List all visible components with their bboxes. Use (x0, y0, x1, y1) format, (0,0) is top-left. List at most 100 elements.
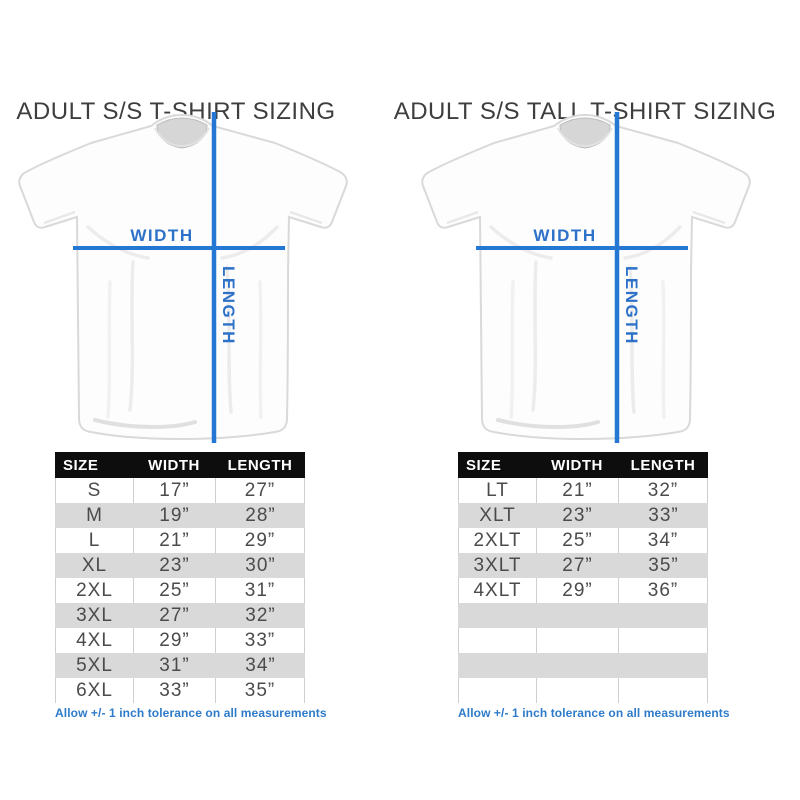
cell-size: 2XLT (458, 528, 536, 553)
cell-width: 25” (133, 578, 215, 603)
table-row: 3XL 27” 32” (55, 603, 305, 628)
cell-size (458, 678, 536, 703)
cell-length: 34” (618, 528, 708, 553)
width-label: WIDTH (130, 226, 193, 245)
tshirt-body (421, 113, 751, 441)
sleeve-seam (289, 210, 323, 225)
cell-width: 19” (159, 504, 190, 526)
table-row-empty (458, 603, 708, 628)
table-row-empty (458, 653, 708, 678)
cell-size: 4XLT (458, 578, 536, 603)
table-row: 6XL 33” 35” (55, 678, 305, 703)
tolerance-note-tall: Allow +/- 1 inch tolerance on all measur… (458, 706, 730, 720)
cell-width: 33” (133, 678, 215, 703)
cell-size: 4XL (55, 628, 133, 653)
sleeve-seam (692, 210, 726, 225)
cell-width: 29” (133, 628, 215, 653)
cell-size: L (55, 528, 133, 553)
cell-length (618, 653, 708, 678)
cell-length (618, 678, 708, 703)
cell-width (536, 678, 618, 703)
cell-length: 33” (215, 628, 305, 653)
cell-length: 33” (648, 504, 679, 526)
collar-seam (154, 127, 210, 147)
cell-size: 2XL (55, 578, 133, 603)
length-label: LENGTH (219, 266, 238, 345)
table-header-row: SIZE WIDTH LENGTH (55, 452, 305, 478)
size-table-regular: SIZE WIDTH LENGTH S 17” 27” M 19” 28” L 21” 29… (55, 452, 305, 703)
cell-width: 29” (536, 578, 618, 603)
table-row-empty (458, 678, 708, 703)
cell-length (618, 603, 708, 628)
header-size: SIZE (458, 452, 536, 478)
tshirt-body (18, 113, 348, 441)
cell-size: XLT (479, 504, 516, 526)
cell-length: 36” (618, 578, 708, 603)
cell-size: 5XL (76, 654, 113, 676)
cell-length: 29” (215, 528, 305, 553)
size-table-tall: SIZE WIDTH LENGTH LT 21” 32” XLT 23” 33” 2XL… (458, 452, 708, 703)
cell-length: 32” (245, 604, 276, 626)
tshirt-diagram-regular: WIDTH LENGTH (15, 112, 375, 446)
cell-size: 3XLT (473, 554, 522, 576)
tshirt-graphic: WIDTH LENGTH (18, 112, 348, 443)
cell-length: 28” (245, 504, 276, 526)
cell-size (458, 653, 536, 678)
cell-length: 30” (245, 554, 276, 576)
cell-length: 31” (215, 578, 305, 603)
header-length: LENGTH (618, 452, 708, 478)
table-row: 4XLT 29” 36” (458, 578, 708, 603)
cell-length: 34” (245, 654, 276, 676)
cell-width: 21” (133, 528, 215, 553)
table-row: XL 23” 30” (55, 553, 305, 578)
collar-seam (557, 127, 613, 147)
table-header-row: SIZE WIDTH LENGTH (458, 452, 708, 478)
length-label: LENGTH (622, 266, 641, 345)
cell-length: 35” (215, 678, 305, 703)
cell-size (458, 603, 536, 628)
cell-width (536, 603, 618, 628)
table-row: S 17” 27” (55, 478, 305, 503)
sleeve-seam (43, 210, 76, 225)
cell-length (618, 628, 708, 653)
cell-size: 3XL (76, 604, 113, 626)
width-label: WIDTH (533, 226, 596, 245)
cell-width: 27” (562, 554, 593, 576)
table-row: 2XLT 25” 34” (458, 528, 708, 553)
cell-size (458, 628, 536, 653)
tolerance-note-regular: Allow +/- 1 inch tolerance on all measur… (55, 706, 327, 720)
cell-length: 35” (648, 554, 679, 576)
table-row: L 21” 29” (55, 528, 305, 553)
header-size: SIZE (55, 452, 133, 478)
cell-width: 21” (536, 478, 618, 503)
table-row: 3XLT 27” 35” (458, 553, 708, 578)
cell-width: 27” (159, 604, 190, 626)
cell-length: 27” (215, 478, 305, 503)
cell-size: LT (458, 478, 536, 503)
cell-width (536, 628, 618, 653)
tshirt-diagram-tall: WIDTH LENGTH (418, 112, 778, 446)
cell-size: S (55, 478, 133, 503)
table-row: LT 21” 32” (458, 478, 708, 503)
cell-width: 23” (562, 504, 593, 526)
cell-size: XL (81, 554, 108, 576)
header-width: WIDTH (536, 452, 618, 478)
table-row: 2XL 25” 31” (55, 578, 305, 603)
cell-width: 25” (536, 528, 618, 553)
cell-width: 17” (133, 478, 215, 503)
header-width: WIDTH (133, 452, 215, 478)
cell-width (536, 653, 618, 678)
tshirt-graphic: WIDTH LENGTH (421, 112, 751, 443)
table-row: 4XL 29” 33” (55, 628, 305, 653)
cell-length: 32” (618, 478, 708, 503)
cell-width: 23” (159, 554, 190, 576)
cell-width: 31” (159, 654, 190, 676)
table-row: XLT 23” 33” (458, 503, 708, 528)
cell-size: 6XL (55, 678, 133, 703)
table-row: M 19” 28” (55, 503, 305, 528)
header-length: LENGTH (215, 452, 305, 478)
table-row-empty (458, 628, 708, 653)
cell-size: M (86, 504, 103, 526)
sleeve-seam (446, 210, 479, 225)
